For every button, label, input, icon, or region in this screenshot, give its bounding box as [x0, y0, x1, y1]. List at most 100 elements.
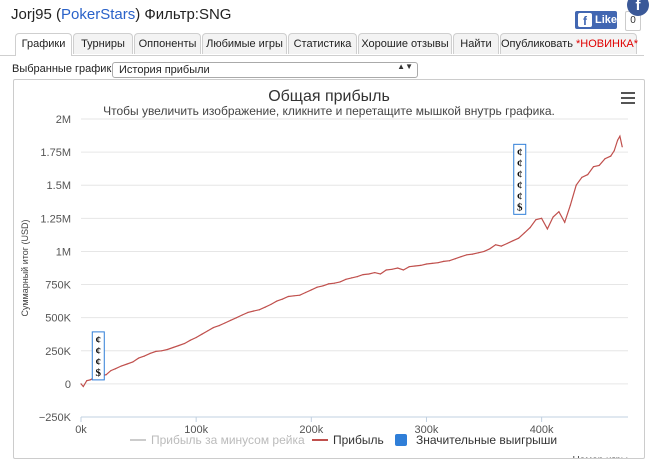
charts-selector-label: Выбранные графики:: [12, 63, 121, 75]
profit-series-point: [621, 146, 623, 148]
facebook-like-label: Like: [594, 14, 617, 26]
tab-find[interactable]: Найти: [453, 33, 499, 54]
profit-series-line: [80, 134, 623, 388]
tab-statistics[interactable]: Статистика: [288, 33, 357, 54]
profit-series-point: [500, 245, 502, 247]
profit-series-point: [610, 155, 612, 157]
select-arrows-icon: ▲▼: [397, 62, 413, 71]
profit-series-point: [431, 262, 433, 264]
profit-series-point: [172, 346, 174, 349]
y-tick-label: 1.25M: [40, 213, 71, 225]
legend-item-label: Значительные выигрыши: [416, 433, 557, 447]
profit-chart[interactable]: −250K 0 250K 500K 750K 1M 1.25M 1.5M 1.75M 2M 0k 10…: [14, 80, 644, 458]
tab-favorite-games[interactable]: Любимые игры: [202, 33, 287, 54]
profit-series-point: [132, 361, 134, 363]
close-paren: ): [135, 6, 141, 23]
profit-series-point: [322, 285, 324, 287]
profit-series-point: [598, 164, 600, 166]
charts-select[interactable]: История прибыли ▲▼: [112, 62, 418, 78]
profit-series-point: [105, 374, 107, 376]
profit-series-point: [253, 310, 255, 312]
profit-series-point: [293, 295, 295, 297]
tabs-bar: Графики Турниры Оппоненты Любимые игры С…: [0, 33, 644, 56]
tab-opponents[interactable]: Оппоненты: [134, 33, 201, 54]
tab-label: Любимые игры: [206, 38, 283, 50]
profit-series-point: [495, 244, 497, 246]
profit-series-point: [477, 252, 479, 254]
profit-series-point: [230, 319, 232, 321]
profit-series-point: [333, 282, 335, 284]
open-paren: (: [51, 6, 62, 23]
facebook-like-button[interactable]: f Like: [575, 11, 617, 29]
big-win-glyph: $: [517, 201, 523, 213]
profit-series-point: [552, 216, 554, 218]
facebook-badge-icon[interactable]: f: [627, 0, 649, 16]
tab-tournaments[interactable]: Турниры: [73, 33, 133, 54]
profit-series-point: [316, 286, 318, 288]
tab-charts[interactable]: Графики: [15, 33, 72, 56]
profit-series-point: [535, 219, 537, 221]
big-win-marker-box: [91, 331, 105, 381]
profit-series-point: [362, 274, 364, 276]
profit-series-point: [408, 266, 410, 268]
tab-label: Опубликовать: [501, 38, 573, 50]
profit-series-point: [437, 262, 439, 264]
tab-good-reviews[interactable]: Хорошие отзывы: [358, 33, 452, 54]
profit-series-point: [425, 263, 428, 265]
filter-label: Фильтр:SNG: [140, 6, 232, 23]
y-tick-label: 250K: [45, 346, 71, 358]
profit-series-point: [379, 273, 381, 275]
profit-series-point: [310, 289, 312, 291]
profit-series-point: [218, 325, 220, 327]
profit-series-point: [80, 383, 82, 385]
profit-series-point: [166, 348, 168, 351]
profit-series-point: [345, 278, 347, 280]
big-win-glyph: ¢: [96, 334, 102, 346]
profit-series-point: [506, 242, 508, 245]
chart-panel: −250K 0 250K 500K 750K 1M 1.25M 1.5M 1.75M 2M 0k 10…: [13, 79, 645, 459]
profit-series-point: [89, 379, 91, 381]
tab-label: Найти: [460, 38, 492, 50]
hamburger-menu-icon[interactable]: [621, 92, 635, 104]
tab-label: Оппоненты: [138, 38, 197, 50]
big-win-glyph: ¢: [517, 168, 523, 180]
profit-series-point: [178, 344, 180, 347]
tab-label: Статистика: [293, 38, 352, 50]
y-tick-label: 2M: [56, 114, 71, 126]
profit-series-point: [247, 311, 249, 313]
profit-series-point: [155, 350, 157, 352]
profit-series-point: [443, 260, 445, 262]
chart-title: Общая прибыль: [268, 88, 390, 105]
profit-series-point: [397, 267, 399, 269]
profit-series-point: [483, 250, 485, 252]
profit-series-point: [120, 365, 122, 367]
y-tick-label: 0: [65, 379, 71, 391]
big-win-glyph: ¢: [96, 356, 102, 368]
profit-series-point: [126, 363, 128, 365]
profit-series-point: [114, 368, 117, 370]
profit-series-point: [184, 342, 186, 345]
site-link[interactable]: PokerStars: [61, 6, 136, 23]
profit-series-point: [270, 303, 272, 305]
y-axis-label: Суммарный итог (USD): [20, 219, 30, 316]
y-tick-label: 750K: [45, 280, 71, 292]
profit-series-point: [581, 176, 583, 178]
profit-series-point: [471, 253, 474, 255]
profit-series-point: [613, 150, 615, 152]
profit-series-point: [189, 339, 191, 341]
profit-series-point: [518, 237, 520, 239]
x-tick-label: 200k: [299, 424, 323, 436]
player-name: Jorj95: [11, 6, 52, 23]
profit-series-point: [264, 306, 266, 308]
tab-publish[interactable]: Опубликовать *НОВИНКА*: [500, 33, 638, 54]
big-win-glyph: ¢: [517, 190, 523, 202]
x-axis-label: Номер игры: [572, 455, 628, 458]
profit-series-point: [529, 227, 531, 229]
x-tick-label: 0k: [75, 424, 87, 436]
big-win-glyph: ¢: [517, 157, 523, 169]
profit-series-point: [201, 333, 203, 335]
legend-item-label: Прибыль: [333, 433, 384, 447]
profit-series-point: [592, 166, 595, 168]
profit-series-point: [82, 385, 84, 388]
y-tick-label: 500K: [45, 313, 71, 325]
